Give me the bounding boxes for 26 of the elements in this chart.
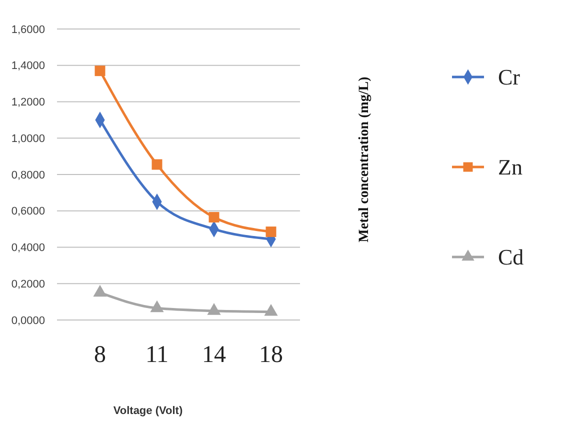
x-axis-title: Voltage (Volt) [113,405,183,417]
point [207,303,221,315]
legend-label: Zn [498,154,522,180]
point [152,159,162,170]
x-tick-label: 14 [202,342,226,368]
legend-label: Cd [498,244,524,270]
point [94,66,106,76]
y-tick-label: 0,4000 [11,242,45,254]
point [93,284,107,297]
y-tick-label: 1,6000 [11,24,45,36]
y-tick-label: 1,4000 [11,60,45,72]
y-tick-label: 1,2000 [11,96,45,109]
x-tick-label: 18 [259,342,283,368]
y-tick-label: 0,6000 [11,206,45,218]
y-tick-label: 0,2000 [11,278,45,290]
point [150,300,164,312]
point [264,304,278,316]
x-tick-label: 11 [145,342,169,368]
y-axis-title: Metal concentration (mg/L) [357,76,372,242]
point [266,226,276,238]
y-tick-label: 0,0000 [11,314,45,327]
point [208,212,220,222]
y-tick-label: 1,0000 [11,132,45,145]
x-tick-label: 8 [94,342,106,368]
y-tick-label: 0,8000 [11,169,45,182]
legend-label: Cr [498,64,521,90]
